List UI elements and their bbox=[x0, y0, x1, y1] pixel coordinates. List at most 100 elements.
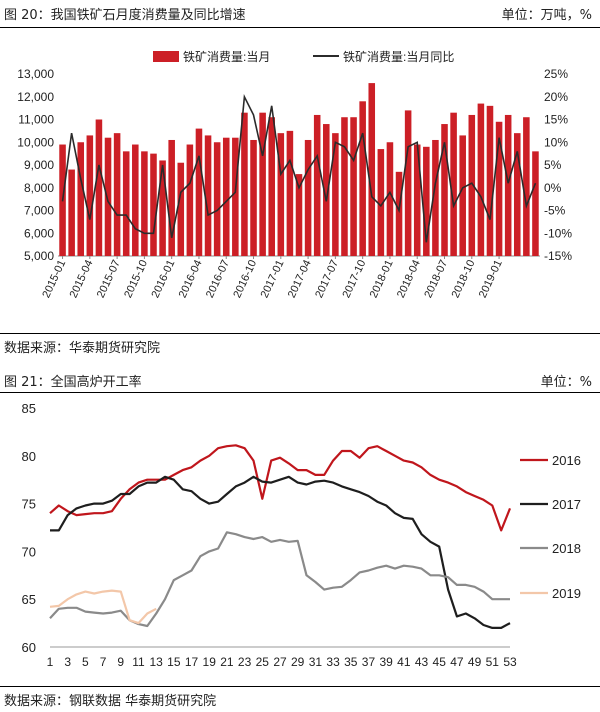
y-left-tick-label: 13,000 bbox=[17, 67, 54, 81]
x-tick-label: 2016-10 bbox=[231, 258, 259, 300]
y-tick-label: 75 bbox=[22, 497, 36, 512]
x-tick-label: 3 bbox=[64, 655, 71, 669]
x-tick-label: 2016-01 bbox=[149, 258, 177, 300]
x-tick-label: 2018-10 bbox=[450, 258, 478, 300]
x-tick-label: 2015-04 bbox=[68, 258, 96, 300]
consumption-bar bbox=[495, 121, 503, 257]
consumption-bar bbox=[459, 135, 466, 256]
consumption-bar bbox=[268, 117, 275, 256]
consumption-bar bbox=[404, 110, 412, 257]
y-right-tick-label: 25% bbox=[544, 67, 568, 81]
x-tick-label: 41 bbox=[397, 655, 411, 669]
consumption-bar bbox=[195, 128, 203, 256]
x-tick-label: 31 bbox=[309, 655, 323, 669]
y-left-tick-label: 7,000 bbox=[24, 204, 54, 218]
consumption-bar bbox=[150, 153, 157, 256]
x-tick-label: 2015-01 bbox=[40, 258, 68, 300]
x-tick-label: 2018-01 bbox=[368, 258, 396, 300]
consumption-bar bbox=[113, 133, 121, 256]
consumption-bar bbox=[504, 114, 512, 256]
y-right-tick-label: -5% bbox=[544, 204, 566, 218]
x-tick-label: 2017-07 bbox=[313, 258, 341, 300]
consumption-chart: 铁矿消费量:当月 铁矿消费量:当月同比 5,000 6,000 7,000 8,000 9,… bbox=[17, 50, 572, 300]
x-tick-label: 23 bbox=[238, 655, 252, 669]
x-tick-label: 5 bbox=[82, 655, 89, 669]
figure-20-caption: 图 20：我国铁矿石月度消费量及同比增速 bbox=[4, 8, 246, 23]
x-tick-label: 25 bbox=[256, 655, 270, 669]
y-left-tick-label: 12,000 bbox=[17, 90, 54, 104]
consumption-bar bbox=[186, 144, 194, 256]
y-tick-label: 70 bbox=[22, 544, 36, 559]
consumption-bar bbox=[159, 160, 166, 256]
consumption-bar bbox=[423, 146, 430, 256]
figure-21-caption: 图 21：全国高炉开工率 bbox=[4, 375, 142, 390]
figure-21-header: 图 21：全国高炉开工率 单位：% bbox=[0, 367, 600, 393]
x-tick-label: 37 bbox=[362, 655, 376, 669]
consumption-bar bbox=[413, 144, 421, 256]
legend-line-label: 铁矿消费量:当月同比 bbox=[343, 50, 454, 64]
consumption-bar bbox=[177, 162, 185, 256]
figure-20-bottom-rule bbox=[0, 333, 600, 334]
consumption-bar bbox=[232, 137, 239, 256]
x-tick-label: 1 bbox=[47, 655, 54, 669]
x-tick-label: 43 bbox=[415, 655, 429, 669]
consumption-bar bbox=[304, 139, 312, 256]
consumption-bar bbox=[477, 103, 485, 256]
figure-21-top-rule bbox=[0, 392, 600, 393]
consumption-bar bbox=[213, 142, 221, 256]
consumption-bar bbox=[395, 171, 403, 256]
y-right-tick-label: 20% bbox=[544, 90, 568, 104]
y-tick-label: 60 bbox=[22, 640, 36, 655]
legend-bar-label: 铁矿消费量:当月 bbox=[183, 50, 270, 64]
legend-label-2017: 2017 bbox=[552, 497, 581, 512]
consumption-bar bbox=[377, 149, 385, 256]
x-tick-label: 2019-01 bbox=[477, 258, 505, 300]
figure-21-source: 数据来源：钢联数据 华泰期货研究院 bbox=[4, 694, 217, 709]
x-tick-label: 2017-04 bbox=[286, 258, 314, 300]
y-right-tick-label: 10% bbox=[544, 135, 568, 149]
consumption-bar bbox=[277, 133, 285, 256]
x-tick-label: 15 bbox=[167, 655, 181, 669]
x-tick-label: 2016-04 bbox=[177, 258, 205, 300]
series-line-2019 bbox=[49, 589, 157, 625]
legend-label-2016: 2016 bbox=[552, 453, 581, 468]
consumption-bar bbox=[259, 112, 266, 256]
consumption-bar bbox=[359, 101, 366, 256]
consumption-bar bbox=[532, 151, 539, 256]
consumption-bar bbox=[386, 142, 394, 256]
x-tick-label: 27 bbox=[273, 655, 287, 669]
figure-20-source: 数据来源：华泰期货研究院 bbox=[4, 341, 161, 356]
x-tick-label: 2015-07 bbox=[95, 258, 123, 300]
x-tick-label: 29 bbox=[291, 655, 305, 669]
x-tick-label: 21 bbox=[220, 655, 234, 669]
y-left-tick-label: 10,000 bbox=[17, 135, 54, 149]
consumption-bar bbox=[450, 112, 457, 256]
x-tick-label: 39 bbox=[379, 655, 393, 669]
x-tick-label: 51 bbox=[486, 655, 500, 669]
consumption-bar bbox=[168, 139, 175, 256]
consumption-bar bbox=[241, 112, 248, 256]
series-line-2016 bbox=[49, 444, 512, 532]
x-tick-label: 2016-07 bbox=[204, 258, 232, 300]
consumption-bar bbox=[122, 151, 130, 256]
x-tick-label: 49 bbox=[468, 655, 482, 669]
series-line-2017 bbox=[50, 475, 511, 629]
x-tick-label: 35 bbox=[344, 655, 358, 669]
consumption-bar bbox=[432, 139, 439, 256]
y-left-tick-label: 6,000 bbox=[24, 226, 54, 240]
y-tick-label: 80 bbox=[22, 449, 36, 464]
consumption-bar bbox=[323, 124, 330, 256]
legend-bar-swatch bbox=[153, 51, 179, 62]
legend-label-2018: 2018 bbox=[552, 541, 581, 556]
consumption-bar bbox=[468, 114, 476, 256]
series-line-2018 bbox=[49, 531, 510, 628]
figure-20-unit: 单位：万吨，% bbox=[501, 8, 592, 23]
y-right-tick-label: 15% bbox=[544, 113, 568, 127]
consumption-bar bbox=[204, 135, 212, 256]
x-tick-label: 2017-01 bbox=[259, 258, 287, 300]
x-tick-label: 2017-10 bbox=[340, 258, 368, 300]
consumption-bar bbox=[77, 142, 85, 256]
y-right-tick-label: -15% bbox=[544, 249, 572, 263]
consumption-bar bbox=[68, 169, 75, 256]
